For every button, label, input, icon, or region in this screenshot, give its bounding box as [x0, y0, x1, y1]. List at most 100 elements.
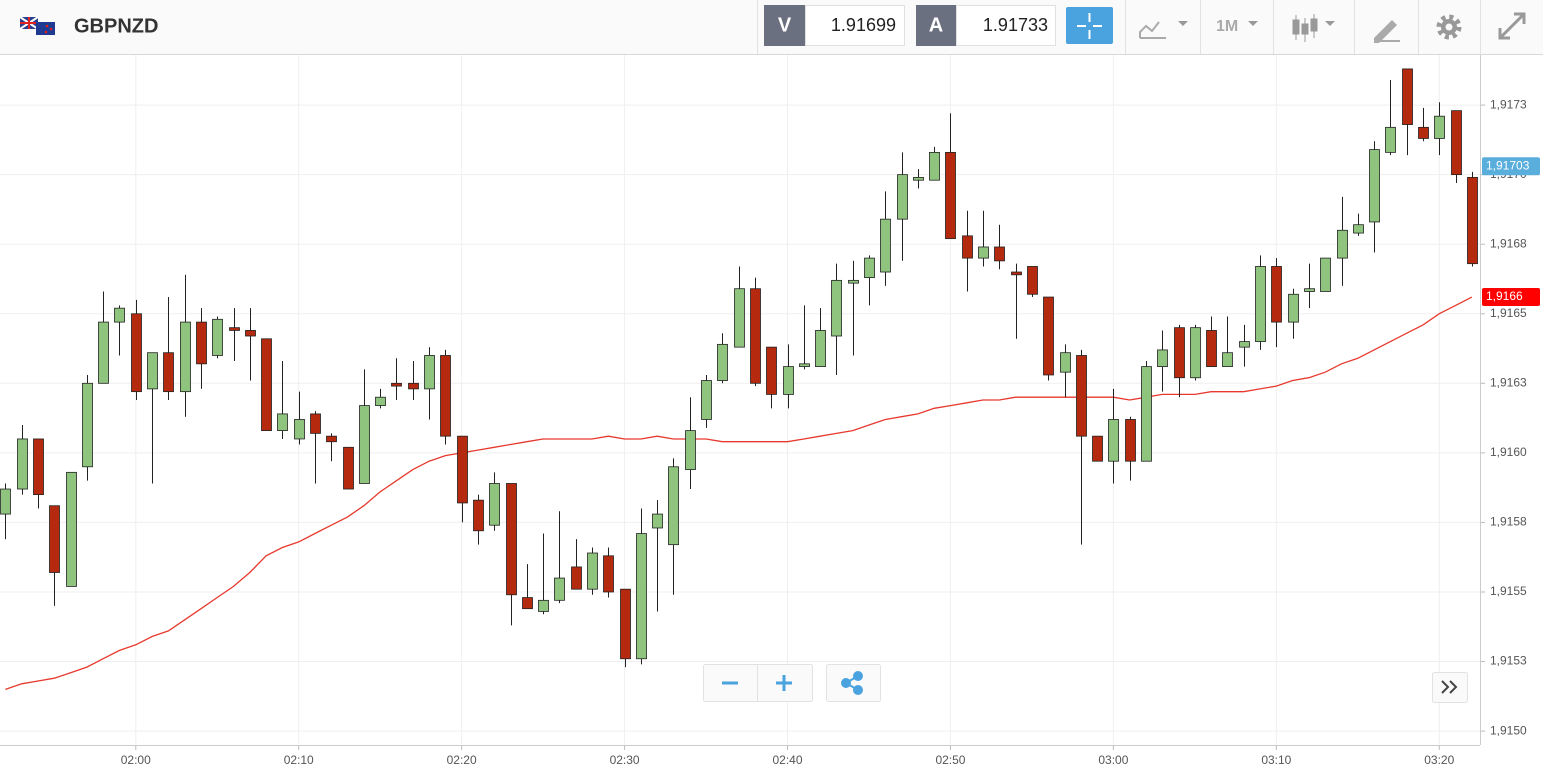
candle-body: [701, 380, 712, 420]
candle-body: [945, 151, 956, 240]
candle-body: [864, 257, 875, 278]
zoom-in[interactable]: [776, 675, 792, 691]
settings-button[interactable]: [1436, 14, 1462, 40]
candle-body: [1141, 366, 1152, 462]
candle-body: [0, 488, 11, 515]
candle-body: [1076, 355, 1087, 437]
candle-body: [1451, 110, 1462, 176]
candle-body: [1092, 435, 1103, 462]
candle-body: [1304, 288, 1315, 292]
price-tag: [1482, 157, 1540, 176]
chart-type-button[interactable]: [1139, 21, 1188, 39]
candle-body: [1385, 126, 1396, 153]
bid-box: [805, 5, 905, 46]
timeframe[interactable]: 1M: [1216, 18, 1238, 35]
candle-body: [603, 555, 614, 593]
candle-body: [343, 446, 354, 490]
candle-body: [783, 366, 794, 395]
candle-body: [277, 413, 288, 432]
candle-body: [1222, 352, 1233, 368]
candle-body: [554, 577, 565, 601]
candle-body: [375, 396, 386, 406]
candle-body: [180, 321, 191, 393]
y-tick-label: 1,9163: [1490, 375, 1527, 389]
candle-body: [359, 405, 370, 484]
candle-body: [962, 235, 973, 259]
candle-body: [408, 382, 419, 390]
y-tick-label: 1,9160: [1490, 445, 1527, 459]
candle-body: [1108, 419, 1119, 462]
y-tick-label: 1,9155: [1490, 584, 1527, 598]
y-tick-label: 1,9153: [1490, 654, 1527, 668]
candle-body: [620, 588, 631, 660]
candle-body: [717, 343, 728, 381]
candle-body: [261, 338, 272, 432]
share-button[interactable]: [841, 671, 863, 695]
candle-body: [978, 246, 989, 259]
ask-label: A: [929, 14, 943, 36]
candle-body: [310, 413, 321, 434]
bid-label: V: [778, 14, 792, 36]
candle-body: [1434, 115, 1445, 139]
candle-body: [1043, 296, 1054, 376]
price-tag: [1482, 288, 1540, 307]
y-tick-label: 1,9173: [1490, 97, 1527, 111]
drawing-button[interactable]: [1374, 20, 1400, 43]
price-tag-label: 1,91703: [1486, 158, 1530, 172]
candle-body: [33, 438, 44, 495]
candle-style-button[interactable]: [1292, 14, 1335, 42]
candle-body: [1206, 330, 1217, 368]
candle-body: [1190, 327, 1201, 379]
candle-body: [1467, 177, 1478, 265]
ask-price: 1.91733: [983, 15, 1048, 35]
crosshair-button[interactable]: [1066, 7, 1113, 44]
candle-body: [522, 597, 533, 610]
candle-body: [424, 355, 435, 390]
candle-body: [1255, 266, 1266, 342]
candle-body: [734, 288, 745, 348]
scroll-end-button[interactable]: [1432, 672, 1468, 703]
moving-average: [5, 296, 1473, 691]
plot-area: 1,9150 1,9153 1,9155 1,9158 1,9160 1,9163 1,91…: [0, 55, 1540, 767]
fullscreen-button[interactable]: [1498, 12, 1526, 40]
candle-body: [212, 318, 223, 356]
bid-button[interactable]: [764, 5, 805, 46]
candle-body: [538, 599, 549, 612]
candle-body: [1239, 341, 1250, 348]
y-tick-label: 1,9150: [1490, 723, 1527, 737]
candle-body: [49, 505, 60, 573]
candle-body: [1288, 293, 1299, 323]
candle-body: [1353, 224, 1364, 234]
candle-body: [66, 471, 77, 587]
flag: [19, 16, 55, 35]
candle-body: [391, 382, 402, 387]
candle-body: [880, 218, 891, 273]
x-tick-label: 03:00: [1098, 753, 1128, 767]
candle-body: [98, 321, 109, 384]
ask-button[interactable]: [916, 5, 956, 46]
x-tick-label: 02:10: [284, 753, 314, 767]
candle-body: [750, 288, 761, 384]
candle-body: [929, 151, 940, 181]
candle-body: [506, 483, 517, 596]
candle-body: [685, 430, 696, 470]
candle-body: [1320, 257, 1331, 292]
x-tick-label: 02:50: [935, 753, 965, 767]
candle-body: [1337, 229, 1348, 259]
candle-body: [82, 382, 93, 468]
candle-body: [913, 177, 924, 181]
candle-body: [1271, 266, 1282, 323]
candle-body: [571, 566, 582, 590]
price-tag-label: 1,9166: [1486, 289, 1523, 303]
candle-body: [131, 313, 142, 393]
zoom-controls: [703, 664, 881, 702]
candle-body: [440, 355, 451, 437]
x-tick-label: 02:20: [447, 753, 477, 767]
candle-body: [1369, 149, 1380, 223]
candle-body: [489, 483, 500, 526]
ask-box: [956, 5, 1056, 46]
candle-body: [326, 435, 337, 443]
x-tick-label: 03:10: [1261, 753, 1291, 767]
candle-body: [815, 330, 826, 368]
